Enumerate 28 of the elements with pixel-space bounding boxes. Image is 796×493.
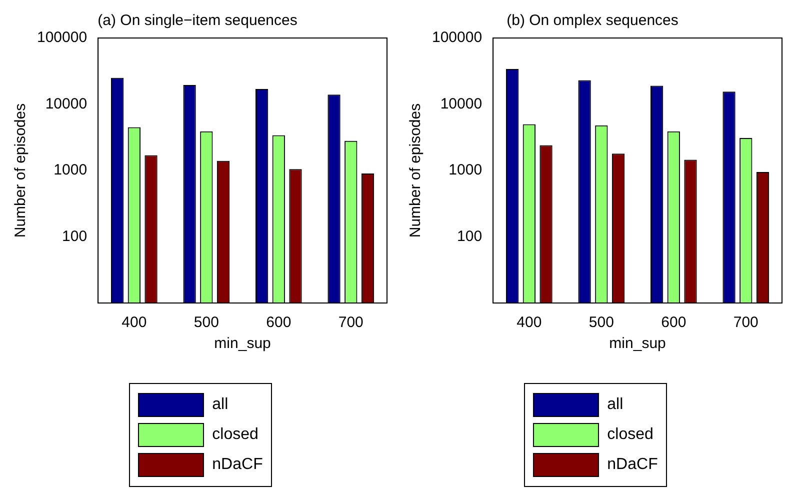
y-tick-label: 100: [62, 228, 88, 245]
y-tick-label: 100: [457, 228, 482, 245]
y-tick-label: 1000: [54, 162, 88, 179]
chart-title: (b) On omplex sequences: [506, 12, 678, 30]
x-tick-label: 400: [122, 314, 147, 332]
x-tick-label: 700: [733, 314, 758, 332]
y-axis-title: Number of episodes: [407, 103, 424, 238]
y-tick-label: 100000: [36, 29, 88, 46]
x-tick-label: 600: [661, 314, 686, 332]
y-tick-label: 10000: [45, 95, 88, 112]
legend-label: nDaCF: [212, 456, 263, 474]
y-tick-label: 1000: [448, 162, 482, 179]
x-tick-label: 500: [588, 314, 614, 332]
legend-label: all: [212, 396, 228, 414]
legend-label: all: [607, 396, 624, 414]
x-tick-label: 500: [194, 314, 219, 332]
x-axis-title: min_sup: [214, 335, 271, 352]
x-tick-label: 600: [266, 314, 292, 332]
x-axis-title: min_sup: [609, 335, 666, 352]
legend-label: nDaCF: [607, 456, 658, 474]
y-tick-label: 10000: [440, 95, 482, 112]
legend-label: closed: [607, 426, 654, 444]
y-tick-label: 100000: [432, 29, 482, 46]
x-tick-label: 700: [338, 314, 364, 332]
chart-title: (a) On single−item sequences: [98, 12, 298, 30]
y-axis-title: Number of episodes: [12, 103, 30, 238]
legend-label: closed: [212, 426, 258, 444]
x-tick-label: 400: [516, 314, 542, 332]
